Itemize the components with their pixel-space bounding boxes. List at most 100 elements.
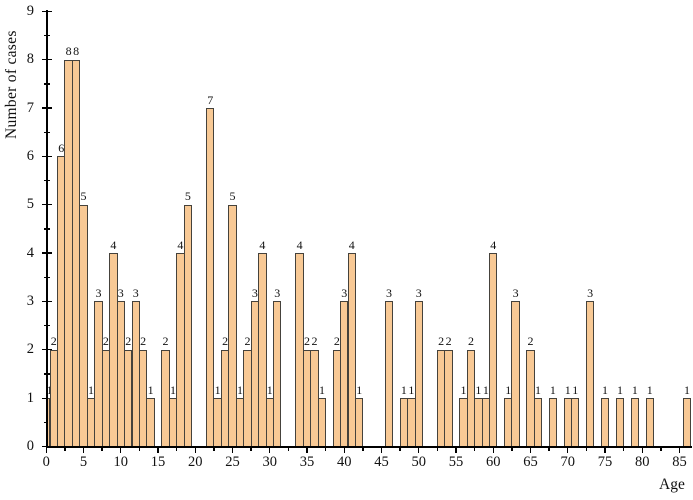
bar-value-label: 4 [259,237,266,252]
bar-value-label: 5 [80,189,87,204]
x-tick-label: 25 [225,454,240,470]
bar-value-label: 4 [490,237,497,252]
bar-value-label: 2 [244,334,251,349]
x-tick-label: 70 [560,454,576,470]
x-axis-title: Age [659,476,685,493]
x-minor-tick [213,447,215,451]
bar-value-label: 4 [348,237,355,252]
y-tick-label: 9 [26,2,34,19]
x-tick-label: 35 [299,454,315,470]
x-tick-label: 5 [79,454,88,470]
bar-value-label: 1 [631,382,638,397]
x-major-tick [343,447,345,453]
bar [183,204,193,448]
x-minor-tick [585,447,588,451]
x-tick-label: 15 [150,454,166,470]
x-major-tick [678,447,681,453]
bar-value-label: 2 [125,334,132,349]
x-minor-tick [362,447,364,451]
x-major-tick [45,447,47,453]
bar-value-label: 8 [73,44,80,59]
bar-value-label: 1 [400,382,407,397]
bar [355,398,364,448]
bar-value-label: 3 [117,285,124,300]
x-minor-tick [138,447,141,451]
x-major-tick [120,447,122,453]
bar-value-label: 1 [147,382,154,397]
bar-value-label: 1 [356,382,363,397]
bar [571,398,580,448]
bar-value-label: 4 [177,237,184,252]
y-tick-label: 8 [26,51,34,68]
bar [511,301,520,448]
x-tick-label: 50 [411,454,427,470]
x-major-tick [604,447,606,453]
x-major-tick [269,447,271,453]
bar-value-label: 1 [88,382,94,397]
y-tick-label: 4 [26,244,34,261]
bar-value-label: 1 [482,382,489,397]
bar-value-label: 2 [162,334,169,349]
bar [630,398,640,448]
bar-value-label: 2 [527,334,534,349]
x-major-tick [529,447,532,453]
bar [317,398,327,448]
bar [615,398,625,448]
bar-value-label: 2 [304,334,311,349]
bar [489,253,498,448]
bar [682,398,692,448]
x-minor-tick [548,447,550,451]
bar-value-label: 3 [587,285,594,300]
y-tick-label: 0 [26,438,34,454]
y-tick-label: 2 [26,341,34,358]
bar-value-label: 3 [386,285,392,300]
bar-value-label: 1 [47,383,53,397]
x-minor-tick [436,447,439,451]
bar [384,301,394,448]
bar-value-label: 4 [110,237,117,252]
x-tick-label: 0 [42,454,50,470]
y-axis-line [46,10,48,448]
bar [600,398,610,448]
bar [414,301,423,448]
bar-value-label: 1 [505,382,512,397]
x-major-tick [231,447,234,453]
bar-value-label: 1 [616,382,623,397]
bar-value-label: 2 [311,334,318,349]
x-minor-tick [511,447,513,451]
x-major-tick [306,447,308,453]
x-minor-tick [399,447,401,451]
bar-value-label: 2 [50,334,57,349]
x-tick-label: 80 [635,454,650,470]
bar-value-label: 2 [140,334,147,349]
x-tick-label: 45 [374,454,389,470]
bar [206,108,215,448]
x-tick-label: 55 [448,454,464,470]
bar-value-label: 7 [207,92,214,107]
x-minor-tick [250,447,252,451]
bar-value-label: 1 [646,382,653,397]
bar-value-label: 3 [512,285,519,300]
x-minor-tick [64,447,66,451]
y-tick-label: 7 [26,99,34,116]
x-tick-label: 20 [188,454,203,470]
bar [258,253,267,448]
bar-value-label: 1 [564,382,571,397]
x-tick-label: 30 [262,454,278,470]
bar [585,301,595,448]
bar-value-label: 3 [132,285,139,300]
x-minor-tick [622,447,625,451]
x-major-tick [157,447,159,453]
x-major-tick [380,447,383,453]
x-tick-label: 75 [597,454,613,470]
x-tick-label: 65 [523,454,538,470]
bar-value-label: 2 [438,334,445,349]
x-minor-tick [660,447,662,451]
x-major-tick [418,447,420,453]
x-major-tick [455,447,457,453]
bar-value-label: 1 [408,382,415,397]
bar-value-label: 2 [333,334,340,349]
x-minor-tick [324,447,327,451]
bar-value-label: 1 [602,382,609,397]
x-tick-label: 10 [113,454,129,470]
